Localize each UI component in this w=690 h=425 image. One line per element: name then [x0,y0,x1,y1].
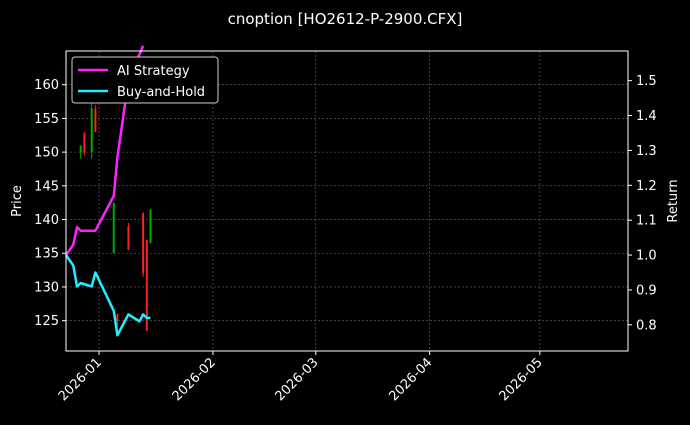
y-tick-label: 160 [34,78,59,93]
y2-tick-label: 1.1 [636,214,657,229]
y2-tick-label: 1.4 [636,109,657,124]
candle-body [90,108,93,153]
candle-body [127,226,130,250]
y2-tick-label: 0.9 [636,283,657,298]
y2-tick-label: 1.0 [636,249,657,264]
candle-body [83,133,86,153]
y2-tick-label: 1.3 [636,144,657,159]
candle-body [94,108,97,132]
y2-tick-label: 1.5 [636,74,657,89]
candle-body [116,313,119,321]
candle-body [149,209,152,244]
y2-tick-label: 1.2 [636,179,657,194]
y2-axis-label: Return [666,179,681,222]
candlesticks [79,77,152,331]
legend-label-bh: Buy-and-Hold [117,85,205,100]
legend-label-ai: AI Strategy [117,64,190,79]
return-lines [64,45,151,337]
chart-title: cnoption [HO2612-P-2900.CFX] [228,10,463,28]
legend: AI Strategy Buy-and-Hold [71,56,219,104]
y-axis-label: Price [10,185,25,217]
plot-frame [65,50,629,352]
candle-body [142,212,145,274]
ai-strategy-line [64,45,145,256]
legend-box [71,56,219,104]
y-tick-label: 155 [34,112,59,127]
y-tick-label: 150 [34,146,59,161]
candle-body [79,145,82,153]
candle-body [145,239,148,331]
candle-body [112,202,115,254]
buy-and-hold-line [64,254,151,337]
y-tick-label: 130 [34,280,59,295]
y-tick-label: 145 [34,179,59,194]
y-tick-label: 140 [34,213,59,228]
y-tick-label: 125 [34,314,59,329]
grid [66,51,628,351]
y-tick-label: 135 [34,247,59,262]
y2-tick-label: 0.8 [636,318,657,333]
